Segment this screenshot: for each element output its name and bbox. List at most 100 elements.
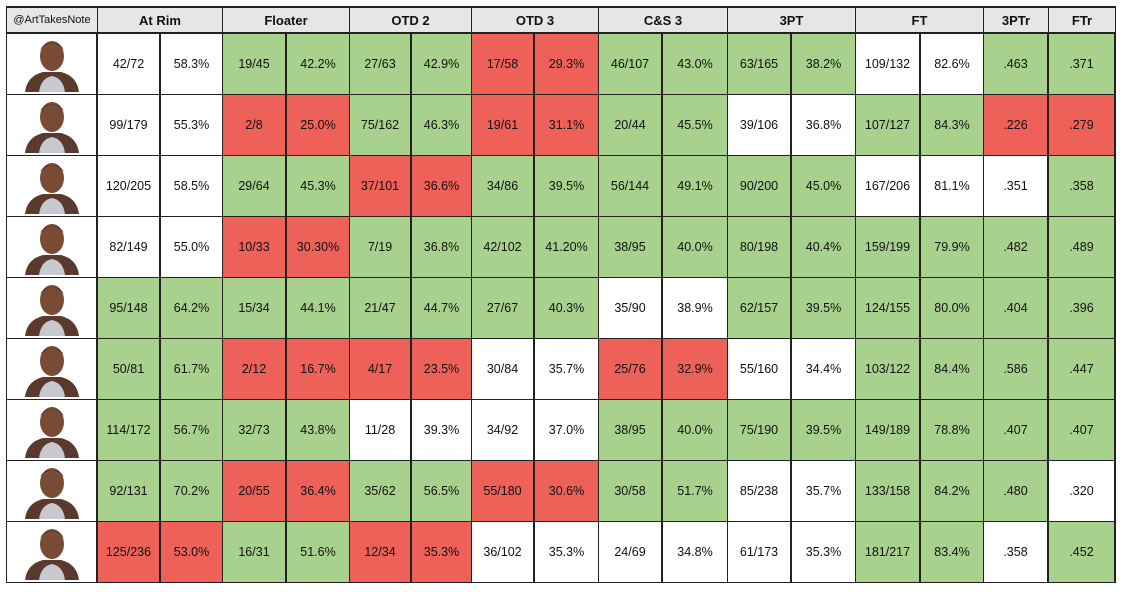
stat-cell: 38/95 — [598, 216, 663, 278]
stat-cell: .489 — [1048, 216, 1116, 278]
stat-cell: 34.4% — [791, 338, 856, 400]
stat-cell: 90/200 — [727, 155, 792, 217]
stat-cell: 21/47 — [349, 277, 412, 339]
stat-cell: .407 — [983, 399, 1049, 461]
player-photo-cell — [6, 94, 98, 156]
stat-cell: 38.2% — [791, 33, 856, 95]
stat-cell: 42/102 — [471, 216, 535, 278]
stat-cell: 58.3% — [160, 33, 223, 95]
column-header: FT — [855, 6, 984, 34]
stat-cell: 109/132 — [855, 33, 921, 95]
stat-cell: 61.7% — [160, 338, 223, 400]
stat-cell: 29.3% — [534, 33, 599, 95]
stat-cell: 80.0% — [920, 277, 984, 339]
stat-cell: 7/19 — [349, 216, 412, 278]
stat-cell: 45.5% — [662, 94, 728, 156]
stat-cell: 82.6% — [920, 33, 984, 95]
stat-cell: 56.5% — [411, 460, 472, 522]
stat-cell: 80/198 — [727, 216, 792, 278]
stat-cell: 35/62 — [349, 460, 412, 522]
stat-cell: .404 — [983, 277, 1049, 339]
stat-cell: 51.7% — [662, 460, 728, 522]
stat-cell: .482 — [983, 216, 1049, 278]
stat-cell: .463 — [983, 33, 1049, 95]
column-header: C&S 3 — [598, 6, 728, 34]
stat-cell: 34/86 — [471, 155, 535, 217]
stat-cell: 114/172 — [97, 399, 161, 461]
stat-cell: 37.0% — [534, 399, 599, 461]
stat-cell: 107/127 — [855, 94, 921, 156]
stat-cell: .320 — [1048, 460, 1116, 522]
stat-cell: 55.0% — [160, 216, 223, 278]
stat-cell: 2/8 — [222, 94, 287, 156]
stat-cell: .358 — [1048, 155, 1116, 217]
stat-cell: 46.3% — [411, 94, 472, 156]
stat-cell: 181/217 — [855, 521, 921, 583]
stat-cell: 44.7% — [411, 277, 472, 339]
stat-cell: 82/149 — [97, 216, 161, 278]
stat-cell: 62/157 — [727, 277, 792, 339]
stat-cell: 35.3% — [411, 521, 472, 583]
stat-cell: 34.8% — [662, 521, 728, 583]
stat-cell: 4/17 — [349, 338, 412, 400]
stat-cell: 27/63 — [349, 33, 412, 95]
stat-cell: 35/90 — [598, 277, 663, 339]
stat-cell: 24/69 — [598, 521, 663, 583]
stat-cell: 42.2% — [286, 33, 350, 95]
stat-cell: 16/31 — [222, 521, 287, 583]
player-photo-cell — [6, 338, 98, 400]
stat-cell: 84.3% — [920, 94, 984, 156]
stat-cell: 17/58 — [471, 33, 535, 95]
column-header: FTr — [1048, 6, 1116, 34]
stat-cell: 61/173 — [727, 521, 792, 583]
stat-cell: 39/106 — [727, 94, 792, 156]
stat-cell: 30/58 — [598, 460, 663, 522]
stat-cell: 29/64 — [222, 155, 287, 217]
stat-cell: .452 — [1048, 521, 1116, 583]
stat-cell: .396 — [1048, 277, 1116, 339]
column-header: 3PT — [727, 6, 856, 34]
stat-cell: 42.9% — [411, 33, 472, 95]
stat-cell: 44.1% — [286, 277, 350, 339]
player-photo-cell — [6, 216, 98, 278]
stat-cell: 167/206 — [855, 155, 921, 217]
column-header: Floater — [222, 6, 350, 34]
stat-cell: 133/158 — [855, 460, 921, 522]
stat-cell: 45.0% — [791, 155, 856, 217]
stat-cell: 56.7% — [160, 399, 223, 461]
player-photo — [24, 407, 79, 458]
stat-cell: 42/72 — [97, 33, 161, 95]
stat-cell: 49.1% — [662, 155, 728, 217]
stat-cell: 38/95 — [598, 399, 663, 461]
player-photo-cell — [6, 399, 98, 461]
stat-cell: 15/34 — [222, 277, 287, 339]
stat-cell: 75/162 — [349, 94, 412, 156]
stat-cell: 58.5% — [160, 155, 223, 217]
player-photo — [24, 468, 79, 519]
player-photo — [24, 102, 79, 153]
stat-cell: 43.0% — [662, 33, 728, 95]
stat-cell: 99/179 — [97, 94, 161, 156]
stat-cell: 55.3% — [160, 94, 223, 156]
stat-cell: 84.4% — [920, 338, 984, 400]
stat-cell: 38.9% — [662, 277, 728, 339]
stat-cell: 34/92 — [471, 399, 535, 461]
stat-cell: 35.3% — [791, 521, 856, 583]
stat-cell: 53.0% — [160, 521, 223, 583]
stat-cell: 70.2% — [160, 460, 223, 522]
stat-cell: 32.9% — [662, 338, 728, 400]
stat-cell: 81.1% — [920, 155, 984, 217]
stat-cell: 75/190 — [727, 399, 792, 461]
stat-cell: 30.30% — [286, 216, 350, 278]
stat-cell: 30.6% — [534, 460, 599, 522]
stat-cell: .586 — [983, 338, 1049, 400]
stat-cell: 40.3% — [534, 277, 599, 339]
stat-cell: 79.9% — [920, 216, 984, 278]
stat-cell: .279 — [1048, 94, 1116, 156]
stat-cell: 35.7% — [534, 338, 599, 400]
stat-cell: 95/148 — [97, 277, 161, 339]
stat-cell: .351 — [983, 155, 1049, 217]
player-photo-cell — [6, 460, 98, 522]
stat-cell: 19/61 — [471, 94, 535, 156]
